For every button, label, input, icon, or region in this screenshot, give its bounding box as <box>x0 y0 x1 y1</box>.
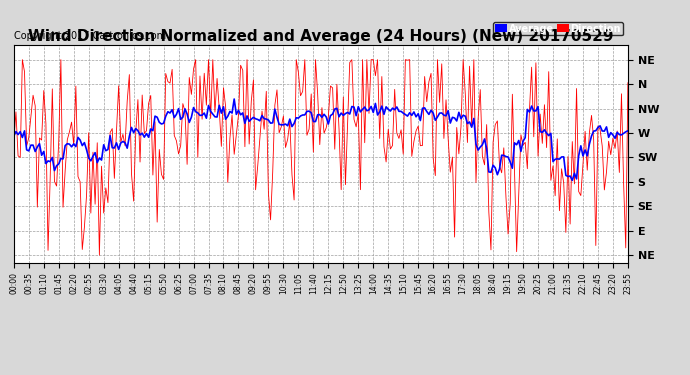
Text: Copyright 2017 Cartronics.com: Copyright 2017 Cartronics.com <box>14 31 166 40</box>
Legend: Average, Direction: Average, Direction <box>493 22 623 36</box>
Title: Wind Direction Normalized and Average (24 Hours) (New) 20170529: Wind Direction Normalized and Average (2… <box>28 29 613 44</box>
